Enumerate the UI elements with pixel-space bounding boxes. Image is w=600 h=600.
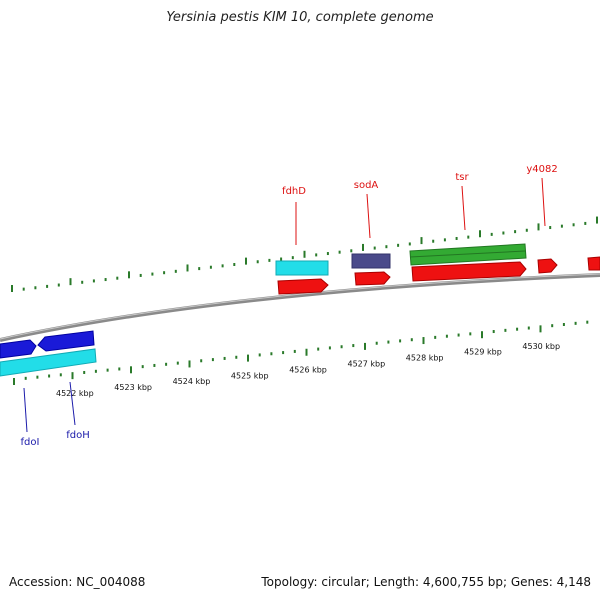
cds-feature-sodA[interactable] — [351, 253, 391, 269]
kbp-label: 4523 kbp — [114, 383, 152, 392]
gene-label-y4082[interactable]: y4082 — [526, 164, 557, 175]
gene-label-sodA[interactable]: sodA — [354, 180, 379, 191]
kbp-label: 4525 kbp — [231, 371, 269, 380]
gene-label-fdoI[interactable]: fdoI — [21, 437, 40, 448]
kbp-label: 4528 kbp — [406, 354, 444, 363]
kbp-label: 4522 kbp — [56, 389, 94, 398]
gene-arrow-fdoI[interactable] — [0, 339, 37, 359]
rna-feature-tsr[interactable] — [409, 243, 527, 266]
cds-feature-fdhD[interactable] — [275, 260, 329, 276]
cds-feature-reverse[interactable] — [0, 348, 97, 377]
gene-label-fdhD[interactable]: fdhD — [282, 186, 306, 197]
reverse-label-leaders — [23, 381, 76, 433]
forward-gene-labels: fdhD sodA tsr y4082 — [282, 164, 558, 197]
genome-info-text: Topology: circular; Length: 4,600,755 bp… — [261, 575, 591, 589]
kbp-label: 4527 kbp — [348, 360, 386, 369]
accession-text: Accession: NC_004088 — [9, 575, 146, 589]
genome-backbone-highlight — [0, 273, 600, 340]
gene-label-tsr[interactable]: tsr — [455, 172, 469, 183]
kbp-label: 4530 kbp — [522, 342, 560, 351]
gene-arrow-y4082[interactable] — [537, 258, 558, 274]
forward-label-leaders — [295, 177, 546, 245]
inner-tick-ring — [13, 320, 589, 385]
outer-tick-ring — [11, 216, 598, 292]
kbp-scale-labels: 4522 kbp 4523 kbp 4524 kbp 4525 kbp 4526 kbp… — [56, 342, 560, 398]
gene-arrow-fdoH[interactable] — [37, 330, 95, 352]
gene-arrow-fdhD[interactable] — [277, 278, 329, 295]
genome-backbone — [0, 273, 600, 342]
gene-arrow-sodA[interactable] — [354, 271, 391, 286]
kbp-label: 4526 kbp — [289, 365, 327, 374]
forward-features — [275, 243, 600, 295]
kbp-label: 4529 kbp — [464, 348, 502, 357]
reverse-gene-labels: fdoI fdoH — [21, 430, 90, 448]
gene-arrow-tsr[interactable] — [411, 261, 527, 282]
kbp-label: 4524 kbp — [173, 377, 211, 386]
gene-label-fdoH[interactable]: fdoH — [66, 430, 90, 441]
reverse-features — [0, 330, 97, 377]
gene-arrow-partial[interactable] — [587, 256, 600, 271]
map-title: Yersinia pestis KIM 10, complete genome — [166, 10, 434, 25]
